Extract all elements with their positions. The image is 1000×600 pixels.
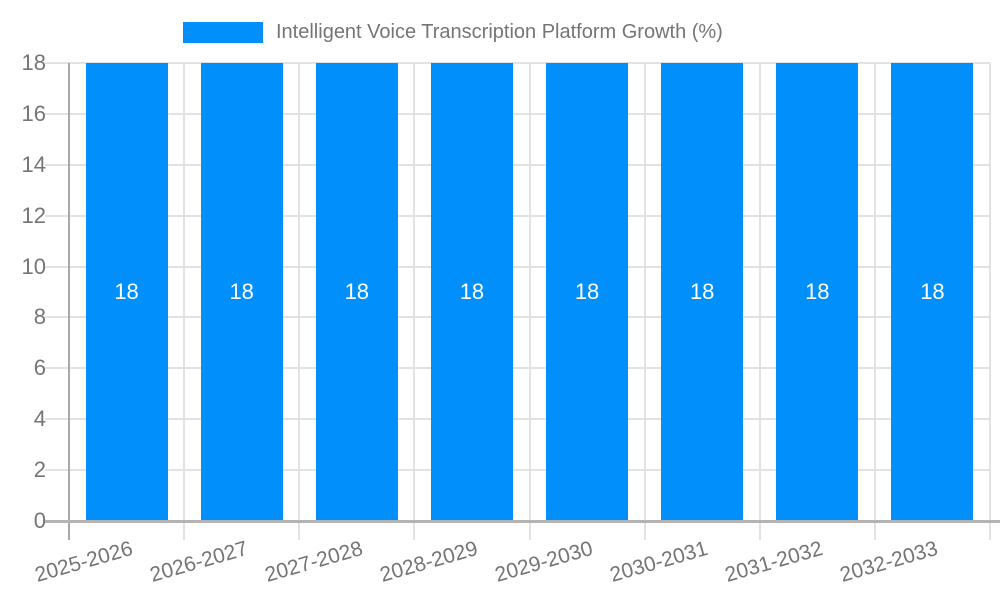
bar[interactable]: 18 [776, 63, 859, 521]
v-gridline [758, 63, 761, 540]
bar-value-label: 18 [459, 279, 485, 304]
v-gridline [643, 63, 646, 540]
y-tick-label: 12 [21, 202, 46, 228]
y-tick-label: 6 [33, 355, 46, 381]
h-gridline [45, 163, 990, 166]
y-tick-label: 14 [21, 151, 46, 177]
x-axis-line [45, 520, 1000, 523]
bar[interactable]: 18 [661, 63, 744, 521]
plot-area: 18 18 18 18 18 18 18 18 [45, 62, 991, 540]
h-gridline [45, 265, 990, 268]
h-gridline [45, 316, 990, 319]
v-gridline [183, 63, 186, 540]
bar-value-label: 18 [920, 279, 945, 304]
bar-value-label: 18 [805, 279, 830, 304]
bar[interactable]: 18 [546, 63, 629, 521]
bar[interactable]: 18 [891, 63, 974, 521]
h-gridline [45, 62, 990, 64]
bar[interactable]: 18 [315, 63, 398, 521]
h-gridline [45, 214, 990, 217]
bar-value-label: 18 [574, 279, 600, 304]
h-gridline [45, 469, 990, 472]
h-gridline [45, 418, 990, 421]
v-gridline [989, 63, 991, 540]
v-gridline [528, 63, 531, 540]
bar-value-label: 18 [229, 279, 254, 304]
bar[interactable]: 18 [430, 63, 513, 521]
y-axis-line [68, 63, 70, 540]
y-tick-label: 10 [21, 253, 46, 279]
legend[interactable]: Intelligent Voice Transcription Platform… [0, 21, 1000, 45]
legend-swatch [183, 22, 263, 43]
bar-value-label: 18 [689, 279, 715, 304]
legend-label: Intelligent Voice Transcription Platform… [276, 21, 723, 43]
y-tick-label: 18 [21, 50, 46, 75]
bar[interactable]: 18 [200, 63, 283, 521]
y-tick-label: 16 [21, 100, 46, 126]
y-tick-label: 2 [33, 457, 46, 483]
bar-value-label: 18 [344, 279, 370, 304]
v-gridline [413, 63, 416, 540]
y-tick-label: 8 [33, 304, 46, 330]
v-gridline [298, 63, 301, 540]
v-gridline [873, 63, 876, 540]
bar-value-label: 18 [114, 279, 139, 304]
h-gridline [45, 367, 990, 370]
y-tick-label: 0 [33, 508, 46, 533]
y-tick-label: 4 [33, 406, 46, 432]
h-gridline [45, 112, 990, 115]
bar[interactable]: 18 [85, 63, 168, 521]
